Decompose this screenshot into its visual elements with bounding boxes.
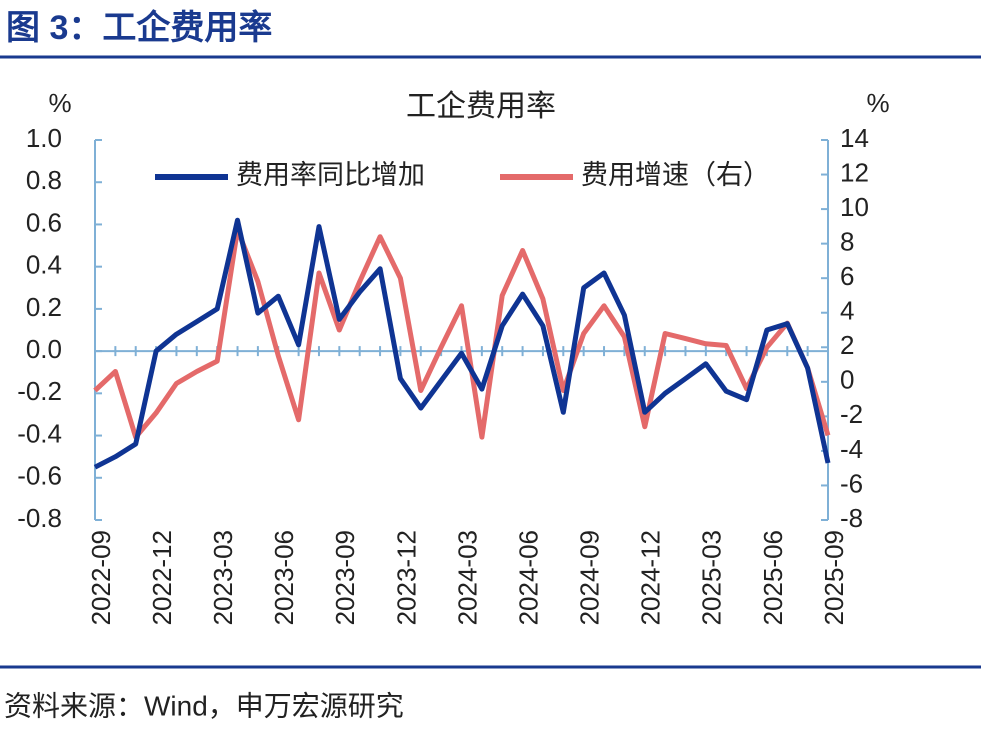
y-unit: % [48,88,71,118]
series-line [93,217,831,470]
legend-label: 费用增速（右） [581,160,770,190]
y2-tick-label: 10 [840,192,869,222]
x-tick-label: 2024-12 [636,530,666,625]
y2-tick-label: 8 [840,227,854,257]
y2-tick-label: 4 [840,296,854,326]
x-tick-label: 2024-06 [513,530,543,625]
y-tick-label: 0.6 [26,207,62,237]
x-tick-label: 2024-09 [575,530,605,625]
x-tick-label: 2023-06 [269,530,299,625]
x-tick-label: 2025-06 [758,530,788,625]
y-tick-label: 0.2 [26,292,62,322]
y-tick-label: -0.8 [17,503,62,533]
series-line [93,227,831,440]
y2-tick-label: -6 [840,468,863,498]
x-tick-label: 2025-09 [819,530,849,625]
chart-title: 工企费用率 [406,90,556,123]
x-tick-label: 2025-03 [697,530,727,625]
y-tick-label: 0.0 [26,334,62,364]
legend-label: 费用率同比增加 [236,160,425,190]
source: 资料来源：Wind，申万宏源研究 [4,690,404,721]
y2-tick-label: -4 [840,434,863,464]
y2-tick-label: 12 [840,157,869,187]
x-tick-label: 2023-09 [330,530,360,625]
y-tick-label: -0.4 [17,418,62,448]
y-tick-label: -0.6 [17,461,62,491]
x-tick-label: 2022-09 [86,530,116,625]
y2-tick-label: -2 [840,399,863,429]
x-tick-label: 2024-03 [452,530,482,625]
y-tick-label: 0.4 [26,250,62,280]
x-tick-label: 2023-12 [391,530,421,625]
y-tick-label: 1.0 [26,123,62,153]
y2-tick-label: 2 [840,330,854,360]
y2-tick-label: -8 [840,503,863,533]
y2-unit: % [866,88,889,118]
y-tick-label: 0.8 [26,165,62,195]
y2-tick-label: 14 [840,123,869,153]
y2-tick-label: 0 [840,365,854,395]
x-tick-label: 2023-03 [208,530,238,625]
y2-tick-label: 6 [840,261,854,291]
x-tick-label: 2022-12 [147,530,177,625]
y-tick-label: -0.2 [17,376,62,406]
figure-title: 图 3：工企费用率 [6,8,272,47]
